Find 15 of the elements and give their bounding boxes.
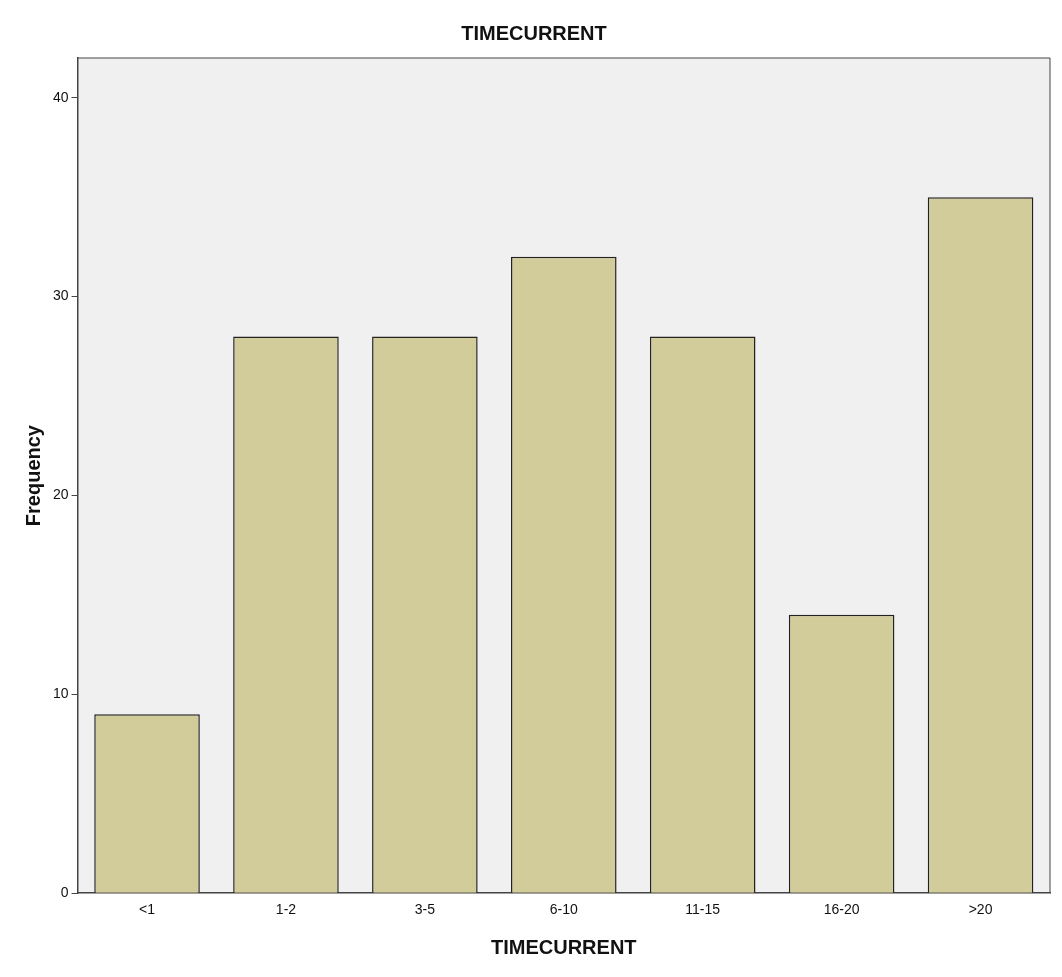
chart-title: TIMECURRENT [461,21,607,44]
x-tick-label: 6-10 [549,901,578,918]
y-tick-label: 30 [52,287,69,304]
y-axis-title: Frequency [21,424,44,527]
y-tick-label: 20 [52,486,69,503]
x-tick-label: 1-2 [275,901,297,918]
y-tick-label: 40 [52,88,69,105]
x-tick-label: <1 [139,901,156,918]
x-tick-label: >20 [968,901,993,918]
x-tick-label: 3-5 [414,901,436,918]
x-axis-title: TIMECURRENT [491,935,637,958]
x-tick-label: 11-15 [685,901,721,918]
x-tick-label: 16-20 [823,901,860,918]
y-tick-label: 10 [52,685,69,702]
y-tick-label: 0 [60,884,69,901]
